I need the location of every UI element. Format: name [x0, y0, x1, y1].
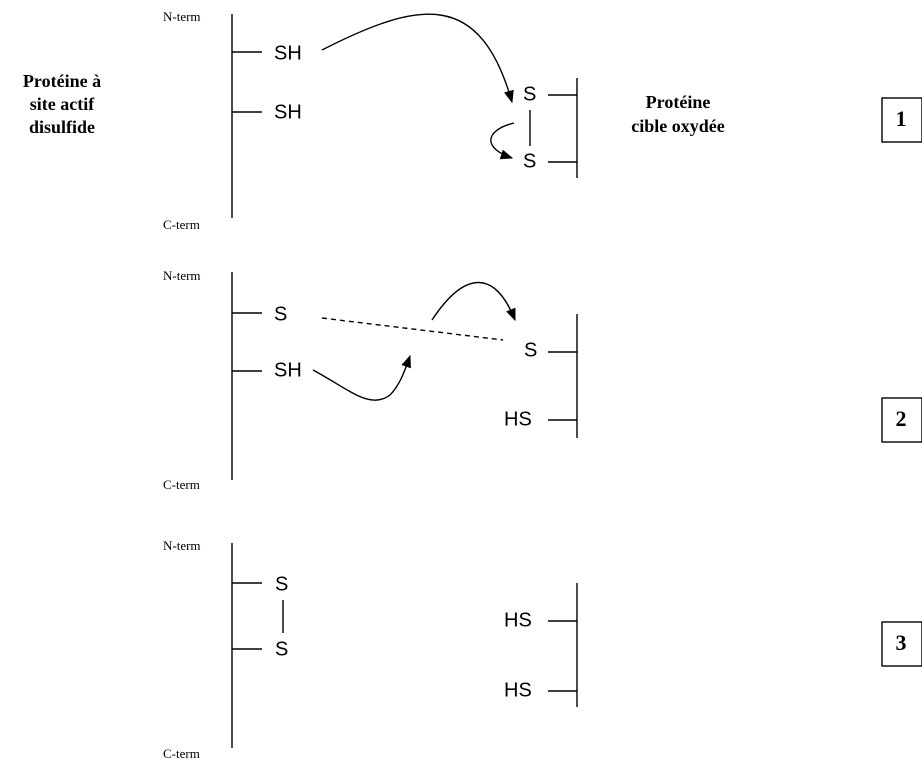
c-term: C-term — [163, 746, 200, 761]
group: S — [275, 638, 288, 660]
step-number: 3 — [896, 630, 907, 655]
group: S — [524, 339, 537, 361]
group: SH — [274, 359, 302, 381]
step-box — [881, 621, 922, 667]
step-box — [881, 397, 922, 443]
group: S — [523, 83, 536, 105]
left-title: disulfide — [29, 117, 95, 137]
right-title: cible oxydée — [631, 116, 724, 136]
group: S — [274, 303, 287, 325]
group: S — [275, 573, 288, 595]
group: SH — [274, 42, 302, 64]
n-term: N-term — [163, 9, 201, 24]
dashed-bond — [321, 317, 504, 341]
step-number: 1 — [896, 106, 907, 131]
panel: N-term C-term SH SH S S 1 — [163, 9, 922, 232]
group: HS — [504, 408, 532, 430]
group: S — [523, 150, 536, 172]
c-term: C-term — [163, 477, 200, 492]
step-box — [881, 97, 922, 143]
group: HS — [504, 679, 532, 701]
arrow — [490, 122, 515, 160]
panel: N-term C-term S SH S HS 2 — [163, 268, 922, 492]
n-term: N-term — [163, 268, 201, 283]
right-title: Protéine — [646, 92, 711, 112]
arrow — [312, 354, 411, 401]
group: HS — [504, 609, 532, 631]
arrow — [431, 281, 516, 322]
panel: N-term C-term S S HS HS 3 — [163, 538, 922, 761]
left-title: Protéine à — [23, 71, 101, 91]
step-number: 2 — [896, 406, 907, 431]
arrow — [321, 13, 514, 104]
group: SH — [274, 101, 302, 123]
left-title: site actif — [30, 94, 95, 114]
c-term: C-term — [163, 217, 200, 232]
n-term: N-term — [163, 538, 201, 553]
